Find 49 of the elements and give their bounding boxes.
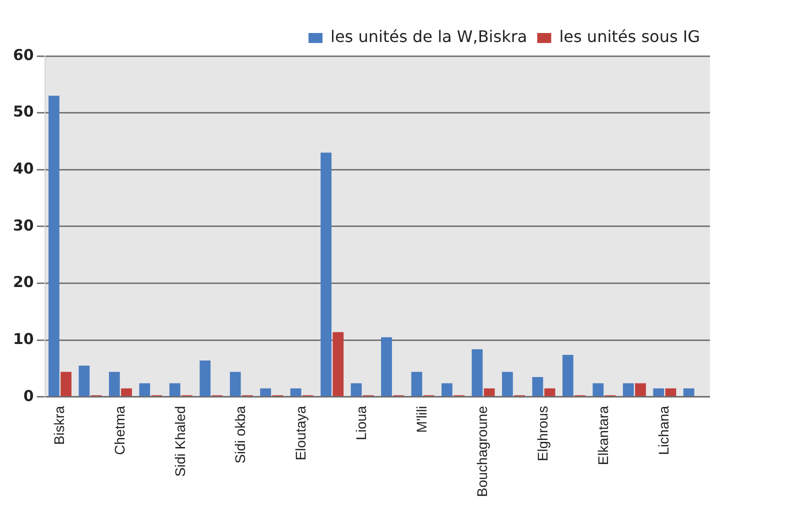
bar (230, 372, 241, 396)
bar (532, 377, 544, 396)
bar (290, 388, 302, 396)
x-tick-label: Sidi Khaled (172, 406, 188, 477)
bar (502, 372, 513, 396)
x-tick-label: Bouchagroune (474, 406, 490, 498)
bar (169, 383, 180, 396)
bar (544, 388, 556, 396)
bar (48, 96, 60, 396)
x-tick-label: Lichana (656, 406, 672, 455)
bar (332, 332, 344, 396)
y-tick-label: 10 (13, 330, 34, 348)
bar (139, 383, 150, 396)
bar (442, 383, 452, 396)
bar (665, 388, 676, 396)
y-tick-label: 60 (13, 46, 34, 64)
x-tick-label: Lioua (353, 406, 370, 440)
bar (411, 372, 422, 396)
bar (60, 372, 72, 396)
x-tick-label: Chetma (111, 406, 128, 455)
legend-label: les unités sous IG (559, 27, 700, 46)
bar (121, 388, 132, 396)
bar (381, 337, 392, 396)
bar (200, 360, 211, 396)
legend-label: les unités de la W,Biskra (330, 27, 528, 46)
bar (635, 383, 646, 396)
y-tick-label: 30 (13, 216, 34, 234)
bar (653, 388, 664, 396)
bar (683, 388, 694, 396)
x-tick-label: Elghrous (534, 406, 551, 462)
bar (350, 383, 362, 396)
bar (562, 354, 574, 396)
bar (320, 152, 332, 396)
y-tick-label: 0 (23, 386, 34, 405)
x-tick-label: Sidi okba (232, 406, 248, 464)
bar (472, 349, 483, 396)
bar (260, 388, 272, 396)
bar (108, 372, 120, 396)
y-tick-label: 20 (13, 273, 34, 292)
x-tick-label: Eloutaya (292, 406, 309, 460)
y-tick-label: 40 (13, 160, 34, 178)
bar (78, 366, 90, 396)
x-tick-label: M'lili (414, 406, 430, 433)
x-tick-label: Elkantara (595, 406, 612, 466)
x-tick-label: Biskra (50, 406, 67, 445)
y-tick-label: 50 (13, 102, 34, 121)
bar (622, 383, 634, 396)
bar (484, 388, 495, 396)
bar (592, 383, 604, 396)
